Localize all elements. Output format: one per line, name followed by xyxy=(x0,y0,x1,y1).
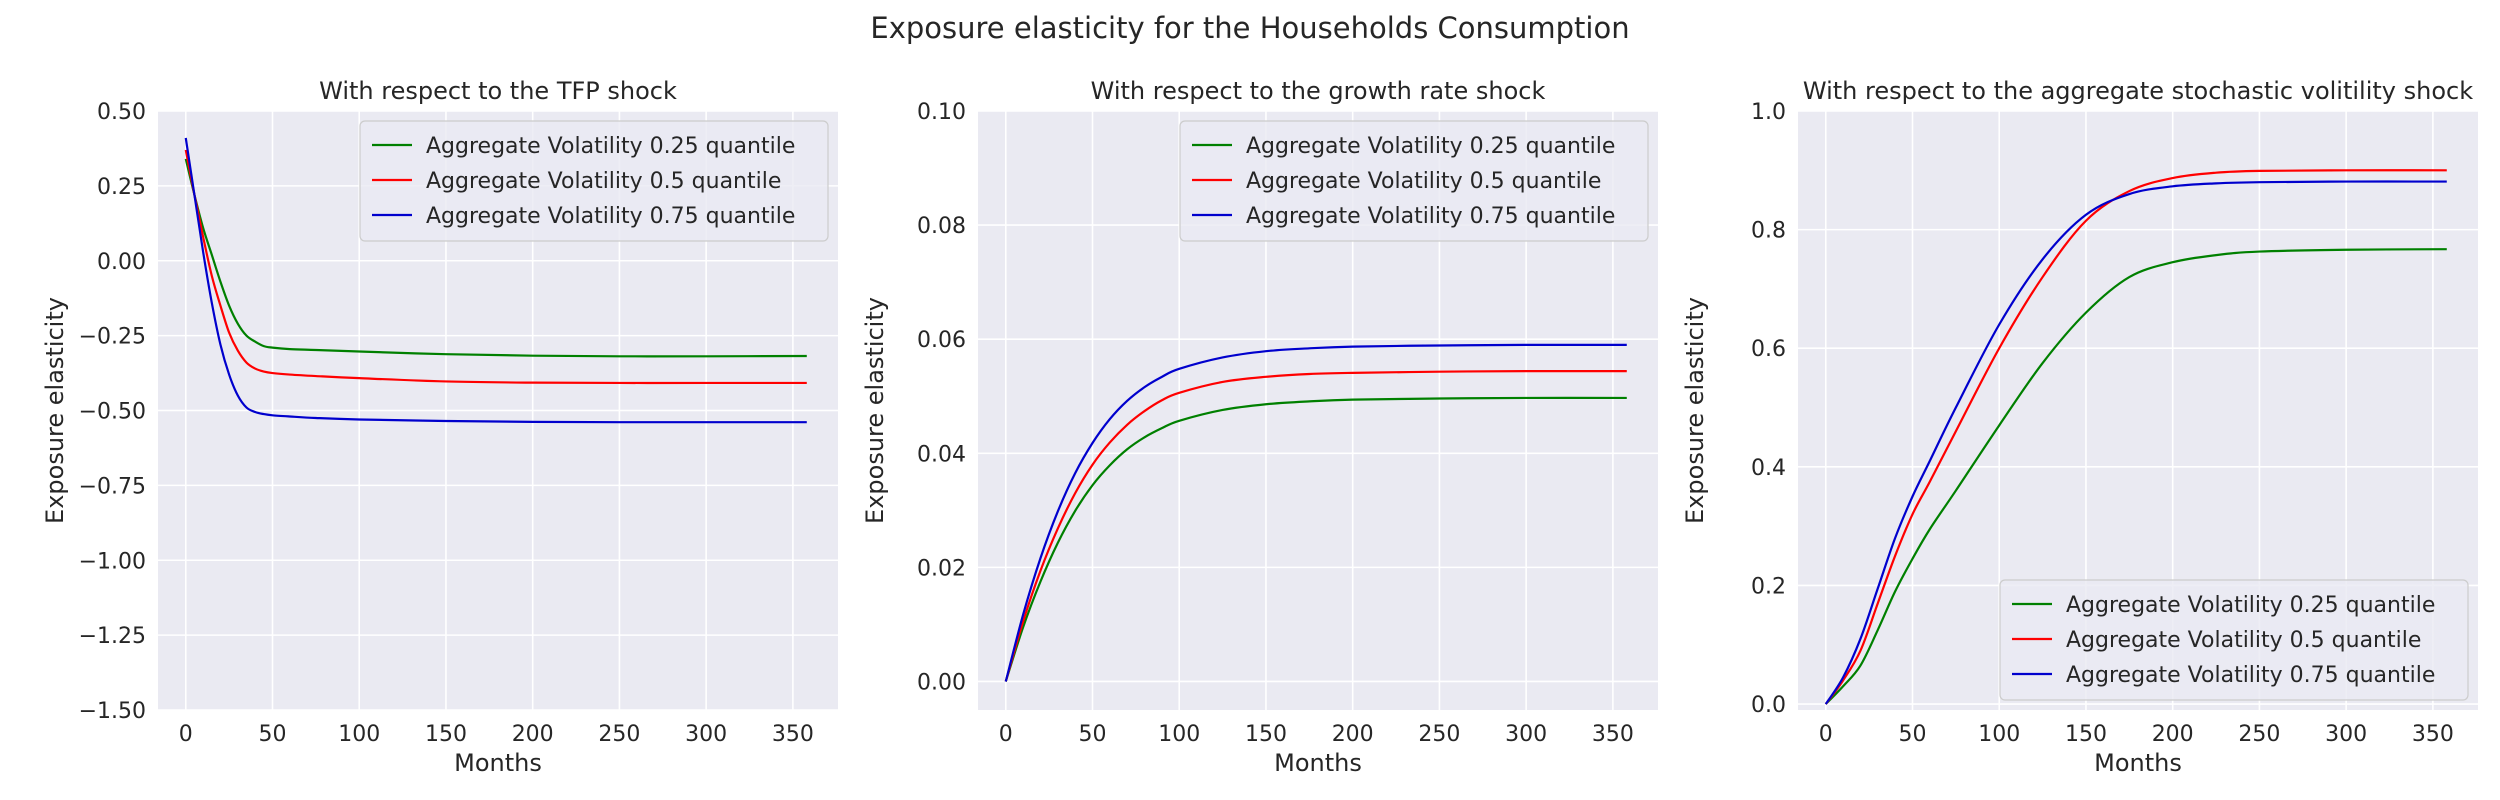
y-tick-label: 0.06 xyxy=(917,328,966,353)
y-axis-label: Exposure elasticity xyxy=(41,297,69,524)
y-tick-label: 0.02 xyxy=(917,556,966,581)
series-line-1 xyxy=(1824,248,2447,705)
y-tick-label: 0.08 xyxy=(917,214,966,239)
legend: Aggregate Volatility 0.25 quantile Aggreg… xyxy=(1179,120,1649,242)
x-tick-label: 300 xyxy=(685,722,727,747)
y-tick-label: 0.50 xyxy=(97,100,146,125)
legend-entry: Aggregate Volatility 0.25 quantile xyxy=(2066,593,2435,618)
legend-entry: Aggregate Volatility 0.5 quantile xyxy=(426,169,781,194)
x-axis-label: Months xyxy=(2094,749,2182,777)
legend-entry: Aggregate Volatility 0.5 quantile xyxy=(2066,628,2421,653)
legend-entry: Aggregate Volatility 0.75 quantile xyxy=(2066,663,2435,688)
series-line-2 xyxy=(184,149,807,385)
legend-box xyxy=(1999,579,2469,701)
series-line-1 xyxy=(1004,396,1627,682)
panel-3: 0 50 100 150 200 250 300 350 0.0 0.2 0.4 0.6 0.8 1.0 W… xyxy=(1681,77,2478,777)
y-tick-label: −0.75 xyxy=(79,474,146,499)
x-tick-label: 200 xyxy=(1332,722,1374,747)
series-line-3 xyxy=(1824,180,2447,705)
x-tick-label: 350 xyxy=(772,722,814,747)
x-tick-label: 150 xyxy=(425,722,467,747)
x-axis-label: Months xyxy=(1274,749,1362,777)
x-tick-label: 300 xyxy=(2325,722,2367,747)
x-axis-label: Months xyxy=(454,749,542,777)
legend-entry: Aggregate Volatility 0.75 quantile xyxy=(426,204,795,229)
x-tick-label: 350 xyxy=(2412,722,2454,747)
x-tick-label: 300 xyxy=(1505,722,1547,747)
y-tick-label: 0.4 xyxy=(1751,456,1786,481)
legend: Aggregate Volatility 0.25 quantile Aggreg… xyxy=(1999,579,2469,701)
x-tick-label: 50 xyxy=(1078,722,1106,747)
y-tick-label: 0.8 xyxy=(1751,219,1786,244)
x-tick-label: 0 xyxy=(1819,722,1833,747)
figure-title: Exposure elasticity for the Households C… xyxy=(870,11,1629,45)
x-tick-label: 100 xyxy=(1978,722,2020,747)
x-tick-label: 50 xyxy=(258,722,286,747)
x-tick-label: 50 xyxy=(1898,722,1926,747)
x-tick-label: 350 xyxy=(1592,722,1634,747)
legend: Aggregate Volatility 0.25 quantile Aggreg… xyxy=(359,120,829,242)
y-tick-label: 0.6 xyxy=(1751,337,1786,362)
x-tick-label: 150 xyxy=(2065,722,2107,747)
legend-box xyxy=(1179,120,1649,242)
legend-entry: Aggregate Volatility 0.25 quantile xyxy=(426,134,795,159)
legend-entry: Aggregate Volatility 0.25 quantile xyxy=(1246,134,1615,159)
panel-1: 0 50 100 150 200 250 300 350 −1.50 −1.25 −1.00 −0.7… xyxy=(41,77,838,777)
panel-title: With respect to the aggregate stochastic… xyxy=(1803,77,2473,105)
x-tick-label: 100 xyxy=(1158,722,1200,747)
series-line-1 xyxy=(184,158,807,358)
y-axis-label: Exposure elasticity xyxy=(1681,297,1709,524)
y-tick-label: 0.25 xyxy=(97,175,146,200)
panel-title: With respect to the TFP shock xyxy=(319,77,677,105)
legend-entry: Aggregate Volatility 0.75 quantile xyxy=(1246,204,1615,229)
y-tick-label: −1.00 xyxy=(79,549,146,574)
y-tick-label: −1.25 xyxy=(79,624,146,649)
x-tick-label: 150 xyxy=(1245,722,1287,747)
legend-entry: Aggregate Volatility 0.5 quantile xyxy=(1246,169,1601,194)
x-tick-label: 200 xyxy=(2152,722,2194,747)
y-tick-label: 0.2 xyxy=(1751,574,1786,599)
x-tick-label: 250 xyxy=(598,722,640,747)
x-tick-label: 0 xyxy=(999,722,1013,747)
panel-title: With respect to the growth rate shock xyxy=(1091,77,1546,105)
y-tick-label: 0.00 xyxy=(917,670,966,695)
y-tick-label: −1.50 xyxy=(79,699,146,724)
series-line-3 xyxy=(184,137,807,424)
series-line-2 xyxy=(1824,169,2447,705)
x-tick-label: 0 xyxy=(179,722,193,747)
y-tick-label: 0.0 xyxy=(1751,693,1786,718)
y-tick-label: 0.04 xyxy=(917,442,966,467)
y-tick-label: 1.0 xyxy=(1751,100,1786,125)
y-axis-label: Exposure elasticity xyxy=(861,297,889,524)
x-tick-label: 250 xyxy=(2238,722,2280,747)
panel-2: 0 50 100 150 200 250 300 350 0.00 0.02 0.04 0.06 0.0… xyxy=(861,77,1658,777)
series-line-2 xyxy=(1004,369,1627,682)
y-tick-label: 0.00 xyxy=(97,250,146,275)
x-tick-label: 100 xyxy=(338,722,380,747)
legend-box xyxy=(359,120,829,242)
x-tick-label: 250 xyxy=(1418,722,1460,747)
y-tick-label: −0.25 xyxy=(79,325,146,350)
y-tick-label: 0.10 xyxy=(917,100,966,125)
series-line-3 xyxy=(1004,343,1627,682)
x-tick-label: 200 xyxy=(512,722,554,747)
y-tick-label: −0.50 xyxy=(79,400,146,425)
